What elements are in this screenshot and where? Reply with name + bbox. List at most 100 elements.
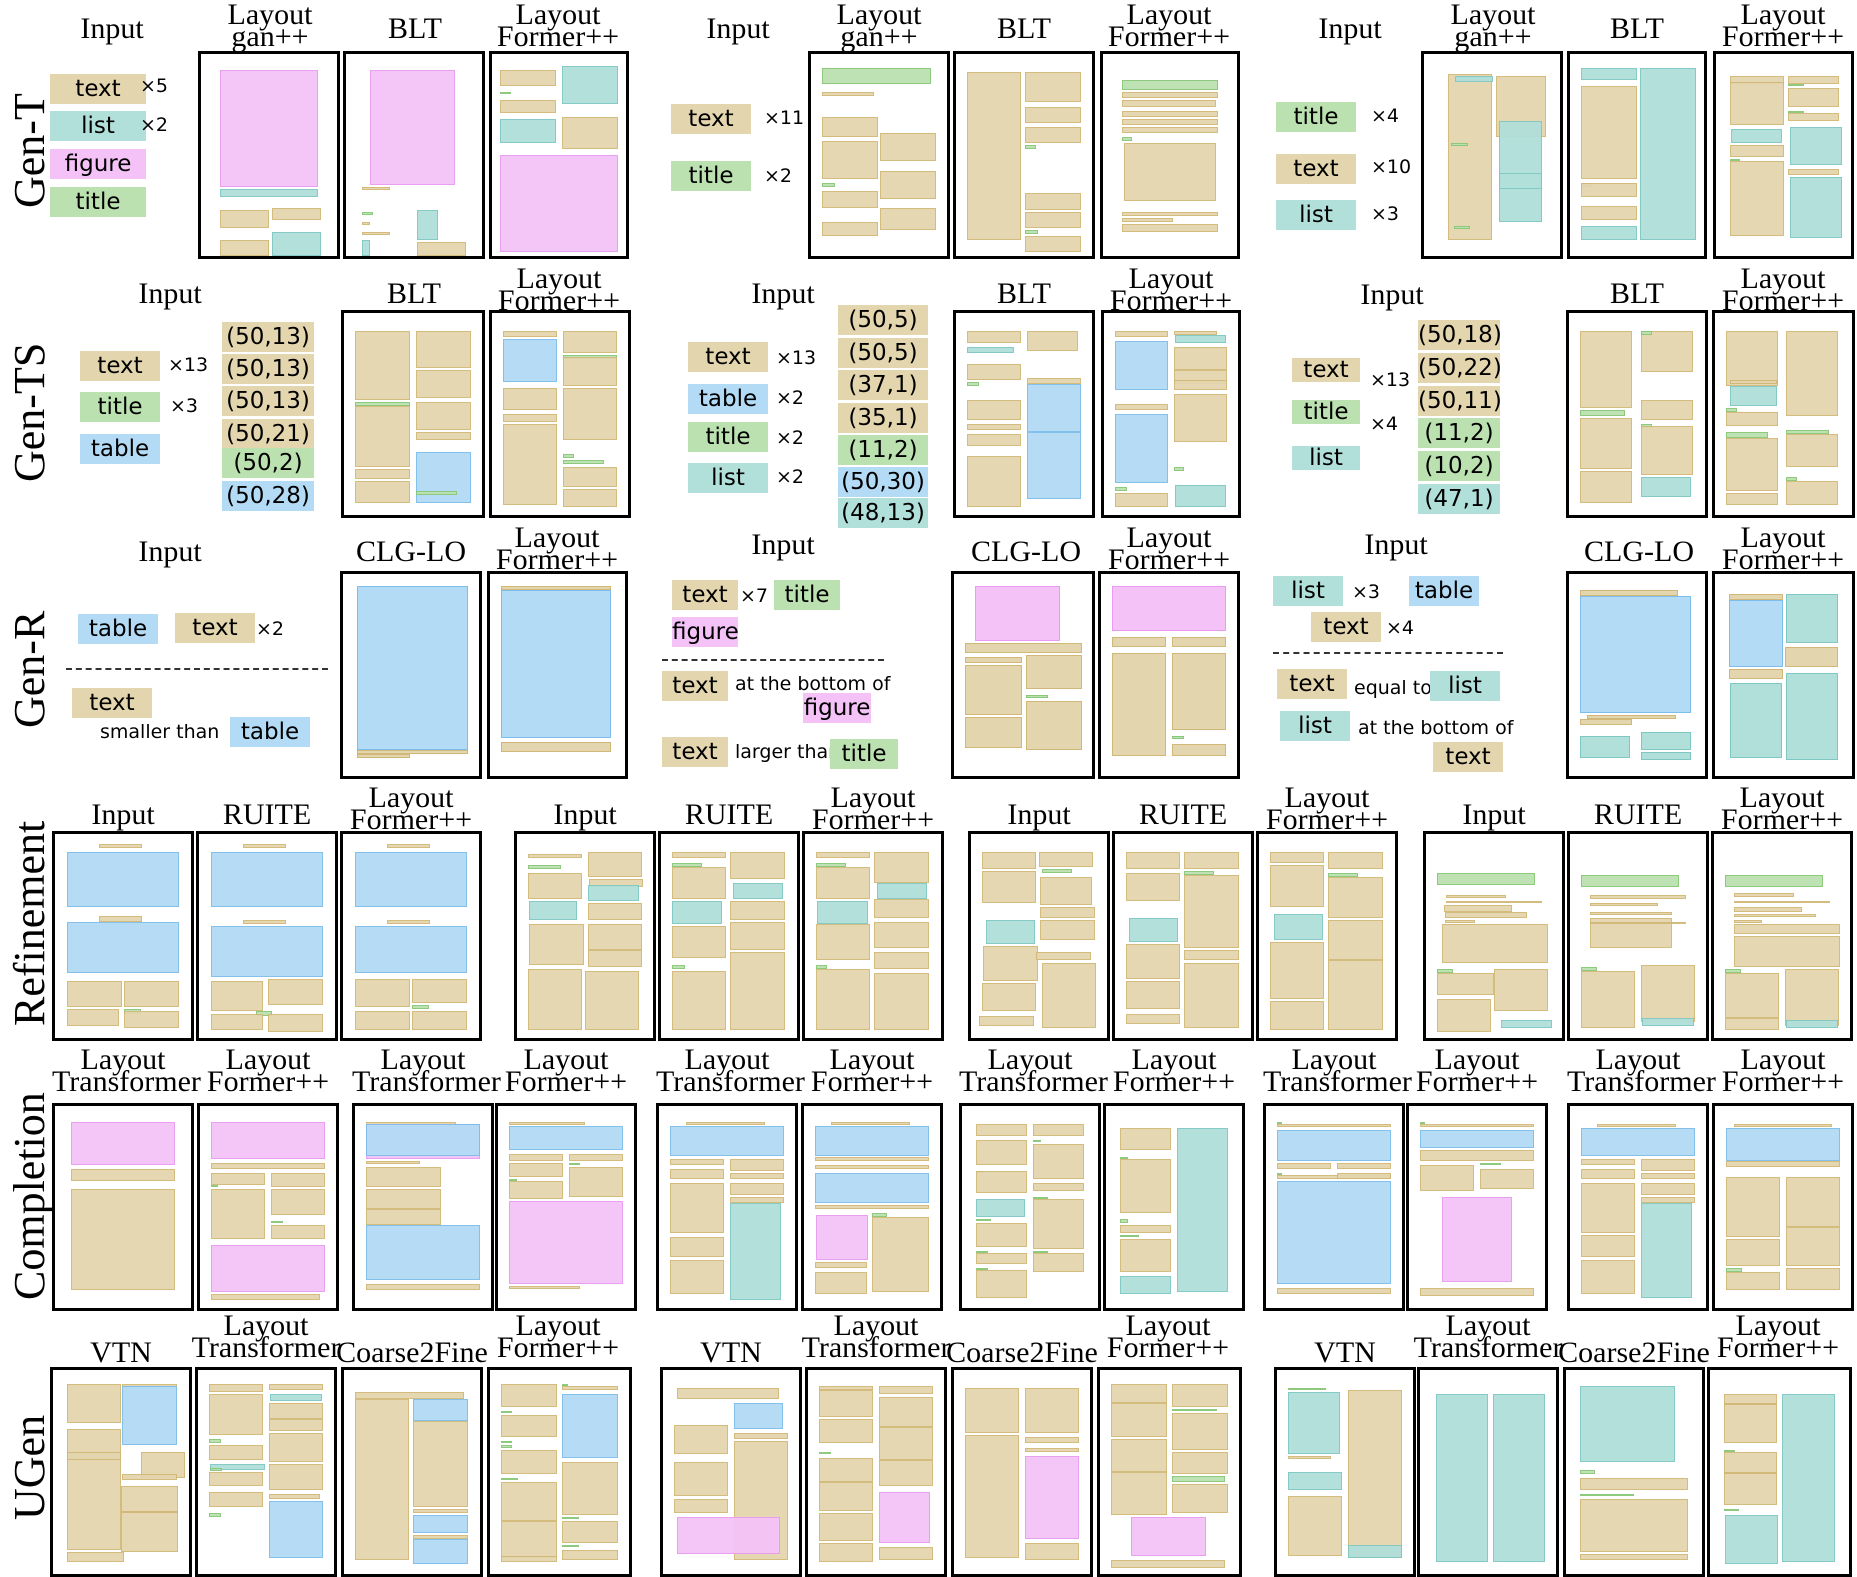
row-label-refinement: Refinement — [5, 820, 54, 1026]
element-text — [502, 414, 558, 423]
layout-panel — [352, 1103, 494, 1311]
method-title: Layout Transformer — [1263, 1043, 1412, 1098]
element-list — [1580, 225, 1637, 240]
element-text — [1579, 331, 1632, 408]
element-text — [1580, 1259, 1636, 1294]
element-title — [508, 1178, 518, 1181]
element-text — [66, 1429, 121, 1550]
layout-panel — [808, 51, 950, 259]
method-title: Layout Former++ — [496, 0, 620, 53]
layout-panel — [1712, 1103, 1854, 1311]
element-title — [1121, 80, 1219, 91]
element-text — [415, 432, 471, 441]
layout-panel — [195, 1367, 337, 1577]
element-text — [355, 978, 410, 1008]
element-text — [1785, 1267, 1841, 1290]
layout-panel — [495, 1103, 637, 1311]
element-title — [1119, 1235, 1139, 1238]
element-text — [1787, 88, 1839, 107]
element-title — [966, 381, 980, 386]
relation-subject: text — [72, 688, 152, 718]
input-tag-title: title — [80, 392, 160, 422]
element-title — [1579, 1469, 1595, 1475]
size-tag: (50,13) — [222, 322, 314, 352]
element-text — [412, 978, 467, 1004]
method-title: Layout Former++ — [349, 781, 473, 836]
element-text — [413, 1508, 468, 1513]
element-text — [1580, 1182, 1636, 1234]
element-list — [1493, 1394, 1546, 1562]
element-table — [1114, 341, 1169, 390]
element-title — [821, 183, 836, 188]
element-text — [268, 1463, 324, 1491]
input-title: Input — [1364, 528, 1428, 561]
layout-panel — [1567, 51, 1707, 259]
element-title — [527, 864, 561, 869]
method-title: Coarse2Fine — [1558, 1336, 1710, 1369]
layout-panel — [1707, 1367, 1852, 1577]
element-text — [562, 331, 618, 354]
element-text — [1025, 193, 1082, 210]
element-table — [365, 1225, 481, 1280]
layout-panel — [951, 1367, 1093, 1577]
element-figure — [816, 1215, 868, 1260]
element-text — [1734, 1124, 1832, 1128]
element-text — [587, 923, 643, 951]
element-table — [1276, 1130, 1392, 1161]
input-tag-figure: figure — [50, 149, 146, 179]
element-title — [501, 1410, 513, 1413]
element-text — [268, 1402, 324, 1419]
element-text — [356, 749, 469, 754]
element-text — [210, 1293, 320, 1300]
method-title: Layout Former++ — [810, 1043, 934, 1098]
element-text — [386, 844, 431, 849]
element-text — [671, 925, 727, 959]
input-tag-table: table — [80, 434, 160, 464]
method-title: Layout gan++ — [836, 0, 922, 53]
input-title: Input — [706, 12, 770, 45]
element-text — [415, 401, 471, 431]
size-tag: (37,1) — [838, 370, 928, 400]
element-text — [1184, 950, 1239, 961]
size-tag: (47,1) — [1418, 484, 1500, 514]
element-text — [821, 116, 878, 137]
input-tag-table: table — [1409, 576, 1479, 606]
element-text — [1121, 211, 1219, 216]
element-list — [1498, 173, 1543, 190]
layout-panel — [1566, 310, 1708, 518]
element-figure — [676, 1516, 780, 1554]
element-text — [815, 852, 871, 859]
element-table — [413, 1539, 468, 1564]
element-text — [1173, 393, 1228, 443]
method-title: Layout Transformer — [1413, 1309, 1563, 1364]
method-title: Layout Former++ — [1415, 1043, 1539, 1098]
element-text — [362, 187, 390, 191]
element-text — [880, 132, 937, 162]
element-text — [671, 866, 727, 900]
element-text — [966, 331, 1022, 344]
element-figure — [1024, 1455, 1080, 1540]
element-text — [1119, 1158, 1172, 1214]
method-title: VTN — [700, 1336, 762, 1369]
element-text — [1032, 1253, 1085, 1272]
element-text — [730, 921, 785, 951]
element-text — [1024, 1447, 1080, 1452]
element-text — [210, 1172, 266, 1185]
input-title: Input — [1318, 12, 1382, 45]
layout-panel — [801, 1103, 943, 1311]
element-text — [1025, 654, 1083, 690]
element-text — [1269, 852, 1325, 863]
input-tag-table: table — [688, 384, 768, 414]
input-count: ×13 — [1370, 369, 1411, 391]
element-text — [1328, 919, 1383, 961]
element-text — [98, 844, 143, 849]
method-title: Layout Transformer — [52, 1043, 201, 1098]
method-title: Layout Former++ — [206, 1043, 330, 1098]
element-list — [1642, 1017, 1694, 1026]
row-label-gen-t: Gen-T — [5, 93, 54, 208]
element-text — [562, 387, 618, 441]
element-text — [673, 1461, 729, 1497]
element-text — [501, 1414, 557, 1438]
element-text — [1119, 1225, 1172, 1234]
input-tag-text: text — [1276, 154, 1356, 184]
